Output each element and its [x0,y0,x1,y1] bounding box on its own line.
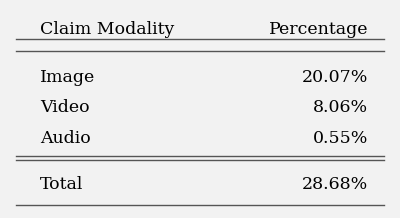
Text: Percentage: Percentage [268,21,368,38]
Text: Claim Modality: Claim Modality [40,21,174,38]
Text: 28.68%: 28.68% [302,176,368,193]
Text: Image: Image [40,69,95,86]
Text: Total: Total [40,176,83,193]
Text: 20.07%: 20.07% [302,69,368,86]
Text: Audio: Audio [40,130,91,147]
Text: 0.55%: 0.55% [313,130,368,147]
Text: Video: Video [40,99,90,116]
Text: 8.06%: 8.06% [313,99,368,116]
